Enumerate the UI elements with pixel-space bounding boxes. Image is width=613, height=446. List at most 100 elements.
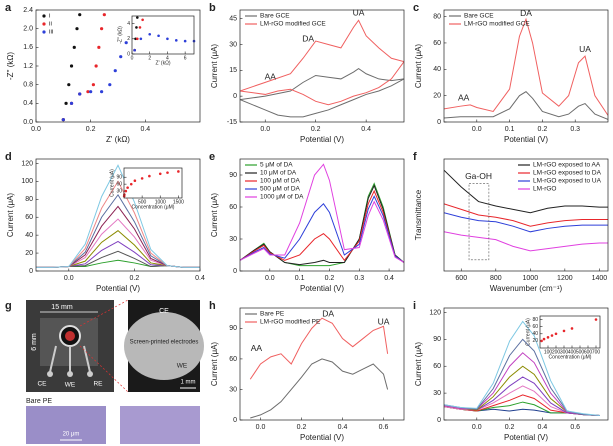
zoom-electrode xyxy=(124,312,204,380)
y-axis-label: Current (μA) xyxy=(414,342,423,387)
x-tick-label: 0.6 xyxy=(570,424,580,431)
data-point xyxy=(123,193,126,196)
series-line xyxy=(36,250,200,268)
legend-label: LM-rGO exposed to UA xyxy=(533,178,602,185)
plot-frame xyxy=(123,167,183,199)
y-tick-label: 2 xyxy=(127,36,130,42)
y-tick-label: 0 xyxy=(233,417,237,424)
data-point xyxy=(550,334,554,337)
x-tick-label: 500 xyxy=(138,199,147,205)
x-axis-label: Z' (kΩ) xyxy=(156,60,171,66)
series-line xyxy=(444,169,608,214)
legend-label: 100 μM of DA xyxy=(260,178,301,185)
electrode-label: WE xyxy=(65,382,76,389)
x-axis-label: Z' (kΩ) xyxy=(106,135,130,144)
y-axis-label: -Z'' (kΩ) xyxy=(6,52,15,80)
x-tick-label: 0.3 xyxy=(354,275,364,282)
x-tick-label: 2 xyxy=(148,55,151,61)
annotation: UA xyxy=(579,44,591,54)
y-tick-label: 60 xyxy=(433,363,441,370)
y-tick-label: 0 xyxy=(127,51,130,57)
data-point xyxy=(61,118,65,122)
y-tick-label: 90 xyxy=(229,172,237,179)
y-tick-label: 0 xyxy=(233,93,237,100)
panel-label: d xyxy=(5,151,12,163)
x-tick-label: 1500 xyxy=(173,199,184,205)
panel-label: f xyxy=(413,151,417,163)
data-point xyxy=(119,55,123,59)
electrode-label: RE xyxy=(93,381,103,388)
micrograph xyxy=(120,406,200,444)
data-point xyxy=(133,48,136,52)
data-point xyxy=(64,101,68,105)
y-tick-label: 60 xyxy=(25,214,33,221)
x-tick-label: 500 xyxy=(576,349,585,355)
data-point xyxy=(166,37,169,41)
legend-label: 10 μM of DA xyxy=(260,170,297,177)
x-tick-label: 1400 xyxy=(592,275,608,282)
y-tick-label: 30 xyxy=(433,390,441,397)
dimension: 15 mm xyxy=(51,304,73,311)
photo-label: Bare PE xyxy=(26,398,52,405)
y-tick-label: 60 xyxy=(229,356,237,363)
y-tick-label: 0 xyxy=(437,417,441,424)
y-axis-label: Current (μA) xyxy=(414,44,423,89)
x-tick-label: 400 xyxy=(568,349,577,355)
data-point xyxy=(86,90,90,94)
series-line xyxy=(444,320,600,417)
y-tick-label: 1.2 xyxy=(23,63,33,70)
x-tick-label: 100 xyxy=(544,349,553,355)
electrode-label: CE xyxy=(37,381,47,388)
legend-label: 1000 μM of DA xyxy=(260,194,304,201)
x-tick-label: 0.4 xyxy=(361,126,371,133)
micrograph xyxy=(26,406,106,444)
y-tick-label: 1.6 xyxy=(23,44,33,51)
zoom-line xyxy=(79,345,129,393)
legend-label: LM-rGO exposed to AA xyxy=(533,162,601,169)
annotation: DA xyxy=(322,308,334,318)
x-tick-label: 600 xyxy=(455,275,467,282)
x-tick-label: 0.4 xyxy=(140,126,150,133)
x-tick-label: 600 xyxy=(584,349,593,355)
series-line xyxy=(36,164,200,268)
y-tick-label: 2.0 xyxy=(23,26,33,33)
panel-label: h xyxy=(209,300,216,312)
y-tick-label: 60 xyxy=(116,181,122,187)
x-tick-label: 0.2 xyxy=(297,424,307,431)
y-axis-label: Current (μA) xyxy=(525,318,531,346)
y-tick-label: 0.0 xyxy=(23,119,33,126)
scale-label: 1 mm xyxy=(181,380,196,386)
data-point xyxy=(148,32,152,36)
data-point xyxy=(594,318,598,321)
y-axis-label: Current (μA) xyxy=(210,193,219,238)
x-tick-label: 1000 xyxy=(523,275,539,282)
chart: a 0.0 0.2 0.4 0.0 0.4 0.8 1.2 1.6 2.0 2.4 Z' (kΩ) -Z… xyxy=(5,2,201,144)
legend-label: LM-rGO modified GCE xyxy=(464,21,530,28)
y-tick-label: 0 xyxy=(437,119,441,126)
data-point xyxy=(542,337,546,341)
y-axis-label: -Z'' (kΩ) xyxy=(117,26,123,44)
lead xyxy=(83,345,91,373)
annotation: UA xyxy=(378,317,390,327)
data-point xyxy=(78,92,82,96)
y-tick-label: 30 xyxy=(229,236,237,243)
y-tick-label: 60 xyxy=(229,204,237,211)
x-axis-label: Potential (V) xyxy=(300,433,344,442)
data-point xyxy=(166,171,169,174)
panel-label: e xyxy=(209,151,215,163)
x-tick-label: 0.2 xyxy=(505,424,515,431)
legend-label: LM-rGO exposed to DA xyxy=(533,170,602,177)
y-tick-label: 20 xyxy=(25,250,33,257)
y-axis-label: Current (μA) xyxy=(210,342,219,387)
data-point xyxy=(135,26,138,29)
data-point xyxy=(124,41,128,45)
data-point xyxy=(136,16,139,19)
series-line xyxy=(240,189,404,263)
x-tick-label: 0.2 xyxy=(325,275,335,282)
plot-frame xyxy=(443,158,609,272)
x-tick-label: 0.2 xyxy=(130,275,140,282)
y-axis-label: Current (μA) xyxy=(109,169,115,197)
annotation: Ga-OH xyxy=(465,171,492,181)
